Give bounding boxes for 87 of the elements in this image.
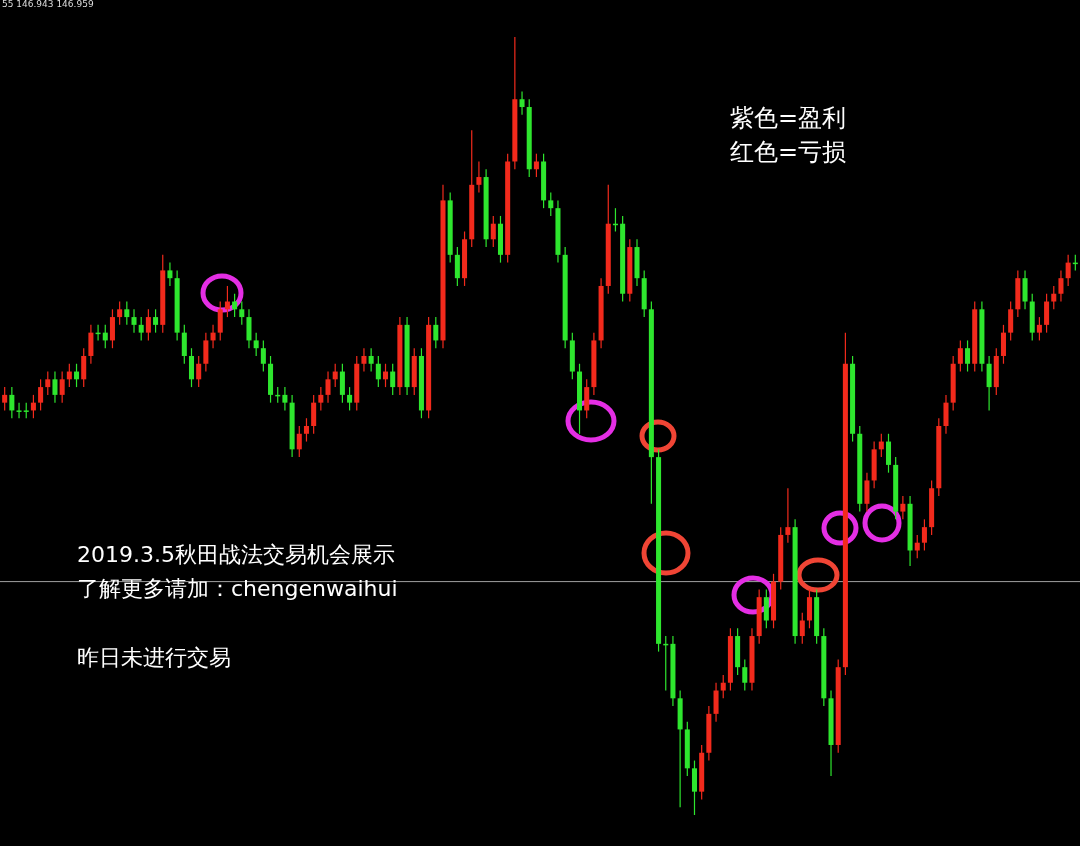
candlestick bbox=[347, 386, 353, 412]
candlestick bbox=[16, 402, 22, 419]
candlestick bbox=[519, 90, 525, 116]
candlestick bbox=[318, 386, 324, 412]
candlestick bbox=[763, 588, 769, 629]
text: 55 146.943 146.959 bbox=[2, 0, 94, 9]
candlestick bbox=[957, 339, 963, 373]
candlestick bbox=[59, 370, 65, 404]
candlestick bbox=[188, 347, 195, 388]
candlestick bbox=[490, 215, 496, 248]
candlestick bbox=[533, 153, 539, 178]
candlestick bbox=[325, 370, 331, 404]
candlestick bbox=[9, 386, 15, 419]
candlestick bbox=[232, 293, 238, 318]
candlestick bbox=[454, 246, 460, 287]
candlestick bbox=[785, 487, 791, 544]
candlestick bbox=[965, 339, 971, 373]
candlestick bbox=[1000, 324, 1006, 365]
candlestick bbox=[138, 316, 144, 342]
candlestick bbox=[117, 300, 123, 326]
candlestick bbox=[246, 308, 252, 349]
candlestick bbox=[224, 285, 230, 318]
candlestick bbox=[548, 192, 554, 217]
candlestick bbox=[253, 332, 259, 357]
candlestick bbox=[943, 394, 949, 435]
candlestick bbox=[1022, 269, 1028, 310]
candlestick bbox=[691, 759, 698, 816]
candlestick bbox=[260, 339, 266, 373]
candlestick bbox=[296, 425, 302, 458]
candlestick bbox=[1065, 254, 1071, 287]
candlestick bbox=[332, 363, 338, 388]
candlestick bbox=[181, 324, 187, 365]
candlestick bbox=[382, 363, 389, 388]
candlestick bbox=[88, 324, 94, 365]
candlestick bbox=[713, 682, 719, 723]
annotation: 了解更多请加：chengenwaihui bbox=[77, 576, 398, 601]
candlestick bbox=[210, 324, 216, 349]
candlestick bbox=[102, 324, 108, 349]
candlestick bbox=[203, 332, 209, 373]
candlestick bbox=[1051, 285, 1057, 310]
candlestick bbox=[303, 417, 309, 443]
candlestick bbox=[124, 300, 130, 326]
candlestick bbox=[742, 658, 748, 692]
candlestick bbox=[375, 355, 381, 388]
candlestick bbox=[109, 308, 115, 349]
candlestick bbox=[584, 378, 590, 419]
candlestick bbox=[74, 363, 80, 388]
candlestick bbox=[66, 363, 72, 388]
candlestick bbox=[914, 534, 920, 559]
candlestick bbox=[1008, 300, 1014, 342]
candlestick bbox=[476, 160, 482, 194]
candlestick bbox=[900, 495, 906, 520]
candlestick bbox=[885, 433, 892, 474]
candlestick bbox=[30, 394, 36, 419]
candlestick bbox=[131, 308, 137, 334]
candlestick bbox=[217, 300, 223, 342]
candlestick bbox=[153, 308, 159, 334]
candlestick bbox=[806, 588, 812, 629]
candlestick bbox=[81, 347, 87, 388]
candlestick bbox=[799, 612, 805, 645]
candlestick bbox=[239, 300, 245, 326]
candlestick bbox=[390, 363, 396, 396]
candlestick bbox=[921, 518, 927, 552]
annotation: 昨日未进行交易 bbox=[77, 645, 231, 670]
candlestick bbox=[1044, 293, 1050, 334]
candlestick bbox=[167, 262, 173, 287]
annotation: 紫色=盈利 bbox=[730, 104, 847, 132]
candlestick bbox=[433, 316, 439, 349]
candlestick bbox=[986, 355, 992, 412]
candlestick bbox=[311, 394, 317, 435]
candlestick bbox=[1058, 269, 1064, 303]
annotation: 红色=亏损 bbox=[730, 138, 847, 166]
candlestick bbox=[38, 378, 44, 412]
candlestick bbox=[52, 370, 58, 404]
candlestick bbox=[145, 308, 151, 342]
candlestick bbox=[2, 386, 8, 412]
candlestick bbox=[720, 674, 726, 699]
candlestick bbox=[1036, 316, 1042, 342]
candlestick bbox=[864, 472, 870, 513]
candlestick bbox=[282, 386, 288, 412]
candlestick bbox=[196, 355, 202, 388]
candlestick bbox=[339, 363, 345, 404]
candlestick bbox=[45, 370, 51, 396]
candlestick bbox=[878, 433, 884, 458]
candlestick bbox=[368, 347, 374, 373]
candlestick bbox=[361, 347, 367, 373]
annotation: 2019.3.5秋田战法交易机会展示 bbox=[77, 542, 395, 567]
